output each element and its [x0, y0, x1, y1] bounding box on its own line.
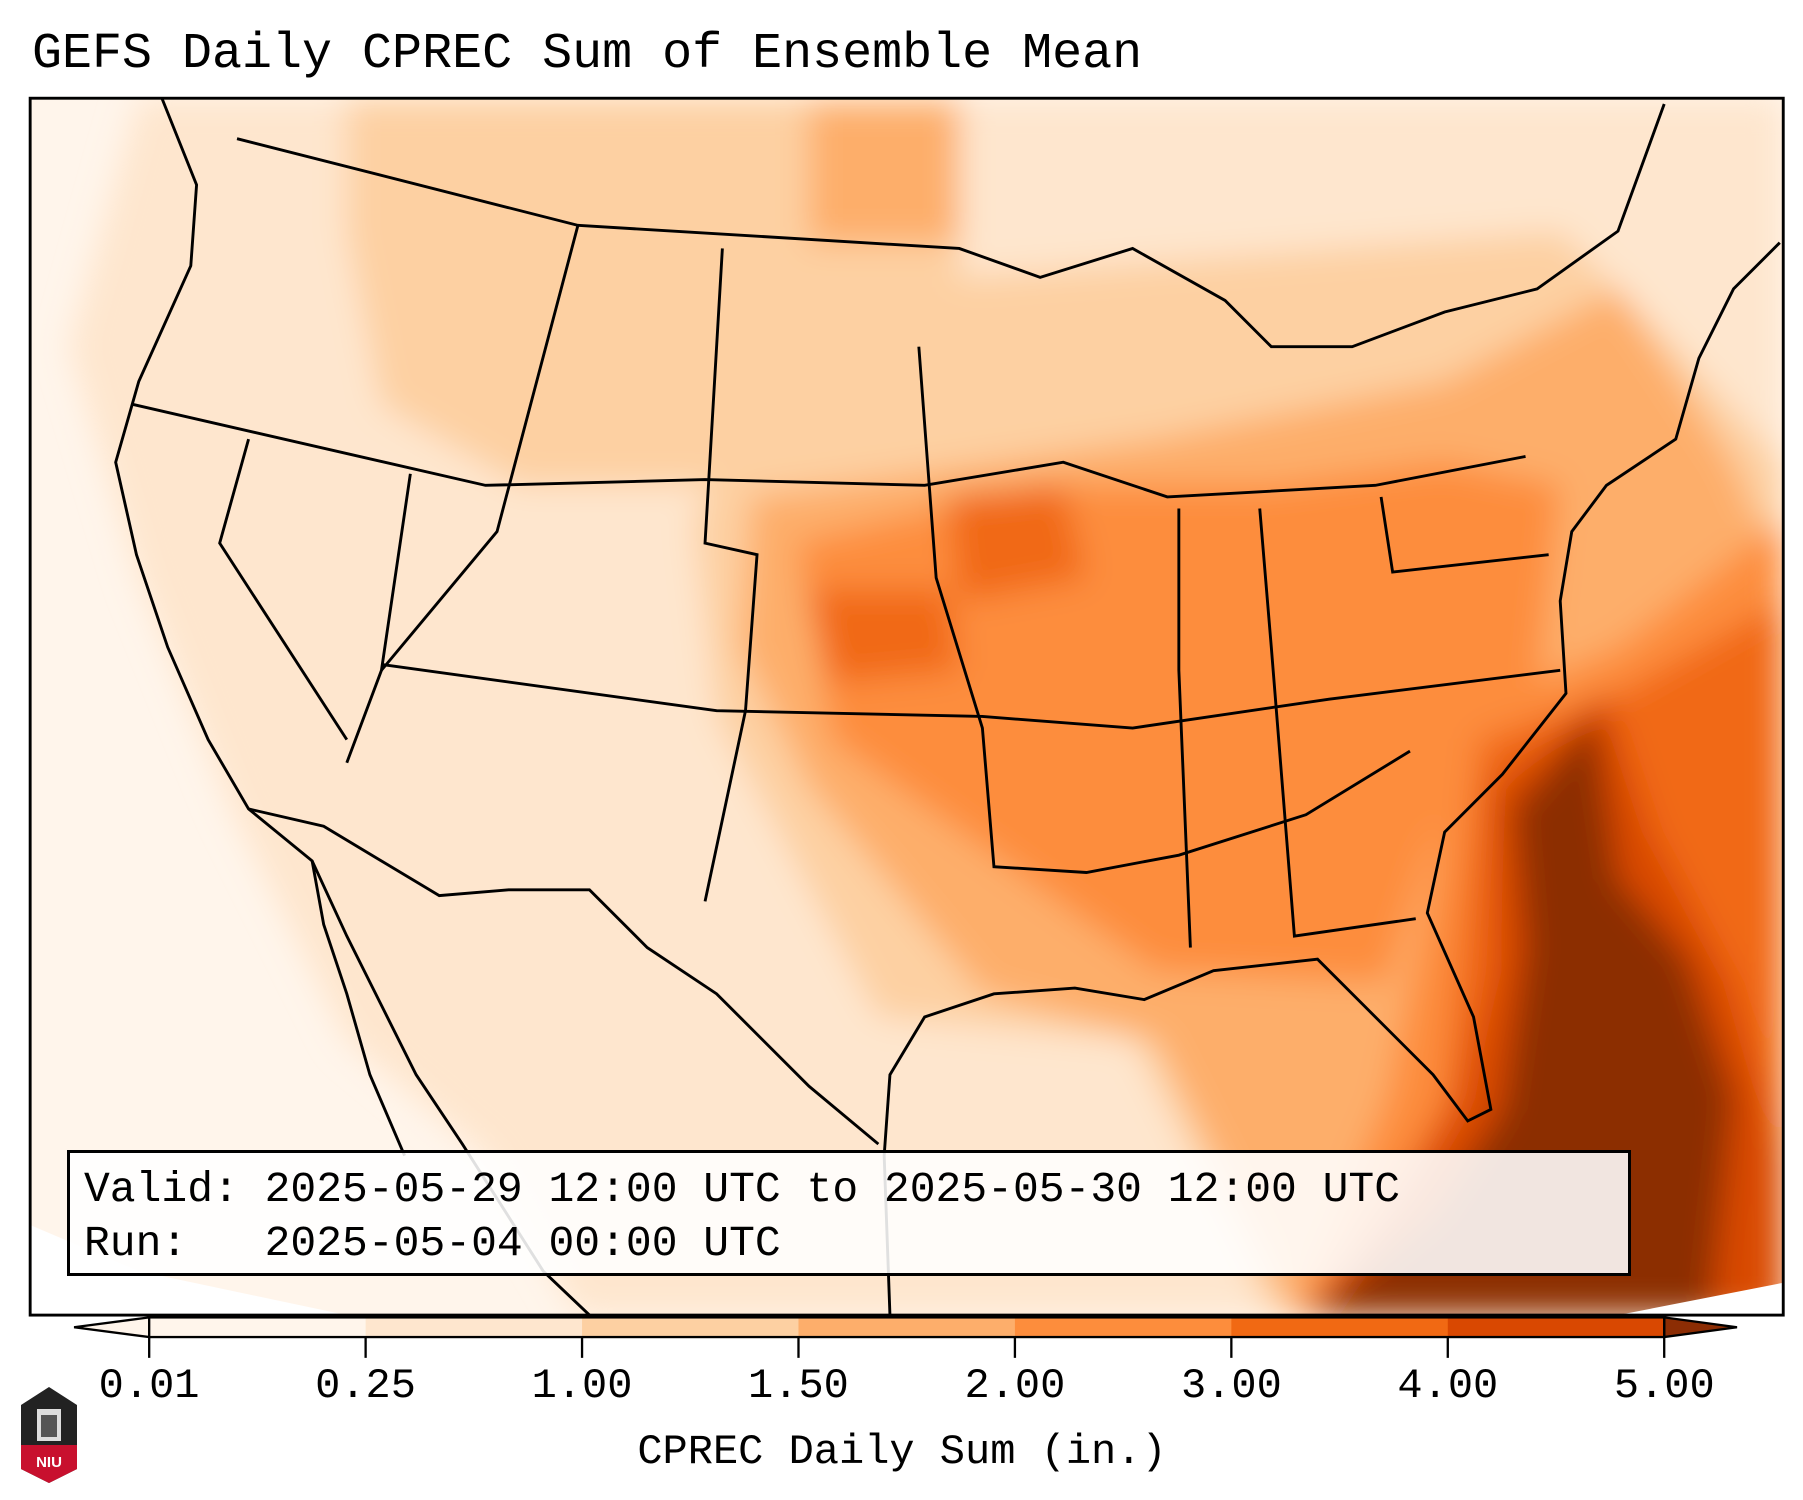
coastlines-and-borders	[114, 98, 1781, 1316]
colorbar-segment	[365, 1317, 583, 1338]
colorbar-min-extension	[73, 1316, 151, 1339]
colorbar-segment	[582, 1317, 800, 1338]
precip-field	[30, 98, 1784, 1316]
colorbar-tick-label: 4.00	[1397, 1362, 1499, 1410]
map-title: GEFS Daily CPREC Sum of Ensemble Mean	[32, 26, 1143, 83]
colorbar	[73, 1316, 1738, 1358]
colorbar-segment	[1014, 1317, 1232, 1338]
outside-domain	[30, 1224, 347, 1316]
colorbar-tick-label: 0.01	[98, 1362, 200, 1410]
colorbar-segment	[1231, 1317, 1449, 1338]
colorbar-segment	[149, 1317, 367, 1338]
colorbar-tick-label: 1.00	[531, 1362, 633, 1410]
colorbar-tick-label: 0.25	[315, 1362, 416, 1410]
colorbar-tick-label: 3.00	[1180, 1362, 1282, 1410]
colorbar-tick-label: 5.00	[1613, 1362, 1715, 1410]
colorbar-max-extension	[1663, 1316, 1738, 1339]
colorbar-segment	[1447, 1317, 1665, 1338]
colorbar-tick-label: 1.50	[748, 1362, 849, 1410]
colorbar-tick-label: 2.00	[964, 1362, 1066, 1410]
colorbar-outline	[148, 1316, 1666, 1339]
run-time-text: Run: 2025-05-04 00:00 UTC	[84, 1219, 781, 1268]
colorbar-segment	[798, 1317, 1016, 1338]
valid-run-info-box: Valid: 2025-05-29 12:00 UTC to 2025-05-3…	[67, 1150, 1631, 1276]
map-frame	[28, 96, 1785, 1317]
svg-text:NIU: NIU	[36, 1454, 62, 1471]
niu-logo: NIU	[21, 1387, 77, 1483]
valid-time-text: Valid: 2025-05-29 12:00 UTC to 2025-05-3…	[84, 1165, 1401, 1214]
colorbar-label: CPREC Daily Sum (in.)	[637, 1428, 1167, 1476]
